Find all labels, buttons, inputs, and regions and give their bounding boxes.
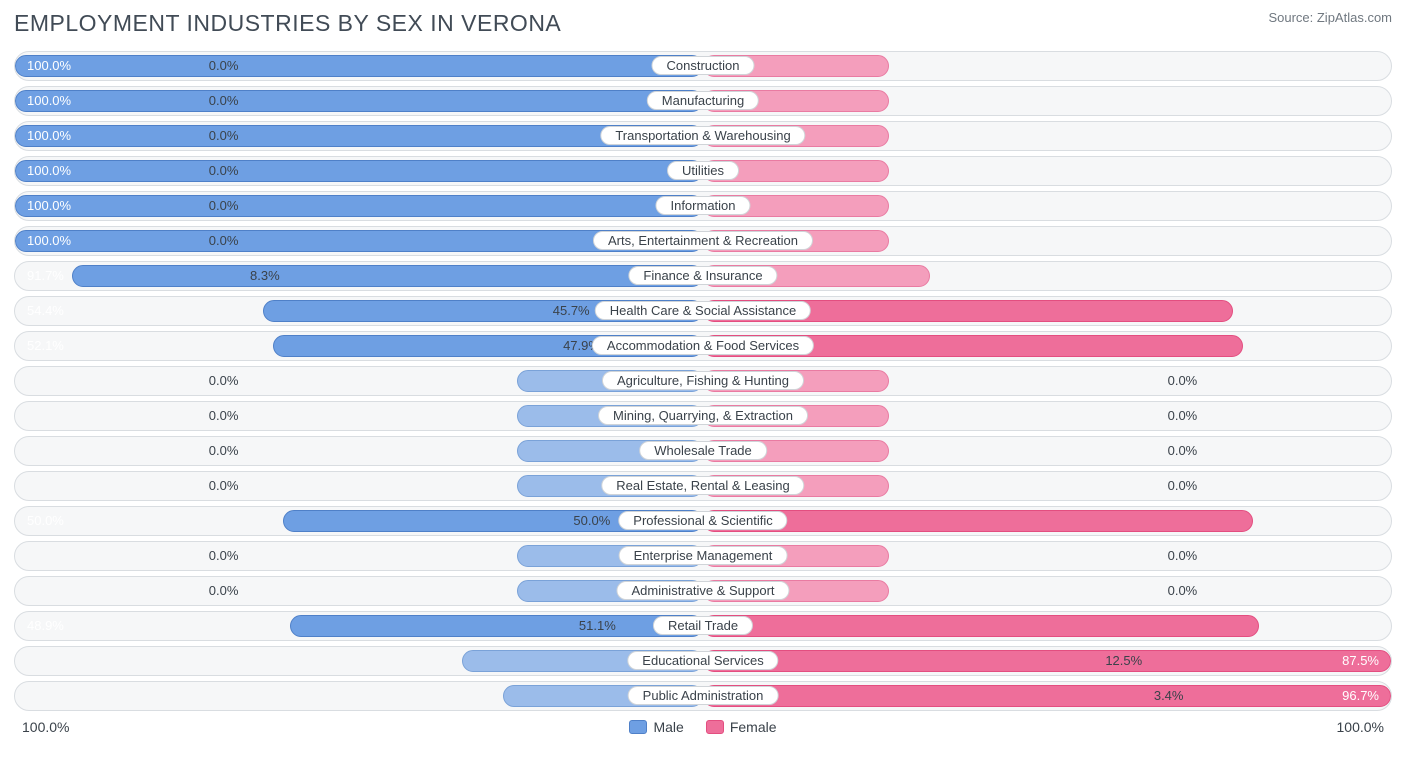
male-value: 3.4% (1154, 688, 1184, 703)
male-bar (15, 195, 703, 217)
female-bar (703, 615, 1259, 637)
category-label: Health Care & Social Assistance (595, 301, 811, 320)
chart-row: Agriculture, Fishing & Hunting 0.0% 0.0% (14, 366, 1392, 396)
chart-row: Retail Trade 48.9% 51.1% (14, 611, 1392, 641)
category-label: Professional & Scientific (618, 511, 787, 530)
chart-row: Transportation & Warehousing 100.0% 0.0% (14, 121, 1392, 151)
male-value: 91.7% (27, 268, 64, 283)
female-value: 0.0% (209, 443, 239, 458)
category-label: Public Administration (628, 686, 779, 705)
male-value: 100.0% (27, 93, 71, 108)
male-value: 54.4% (27, 303, 64, 318)
diverging-bar-chart: Construction 100.0% 0.0% Manufacturing 100.0… (14, 51, 1392, 711)
chart-row: Professional & Scientific 50.0% 50.0% (14, 506, 1392, 536)
male-value: 100.0% (27, 58, 71, 73)
legend-item-female: Female (706, 719, 777, 735)
female-value: 0.0% (209, 583, 239, 598)
male-bar (15, 90, 703, 112)
chart-row: Educational Services 12.5% 87.5% (14, 646, 1392, 676)
chart-row: Accommodation & Food Services52.1%47.9% (14, 331, 1392, 361)
axis-right-label: 100.0% (1337, 719, 1384, 735)
category-label: Educational Services (627, 651, 778, 670)
chart-row: Wholesale Trade 0.0% 0.0% (14, 436, 1392, 466)
female-value: 0.0% (209, 478, 239, 493)
female-value: 87.5% (1342, 653, 1379, 668)
male-value: 12.5% (1105, 653, 1142, 668)
female-bar (703, 650, 1391, 672)
chart-footer: 100.0% Male Female 100.0% (14, 719, 1392, 735)
category-label: Arts, Entertainment & Recreation (593, 231, 813, 250)
male-value: 100.0% (27, 163, 71, 178)
chart-row: Utilities 100.0% 0.0% (14, 156, 1392, 186)
female-value: 0.0% (209, 373, 239, 388)
category-label: Accommodation & Food Services (592, 336, 814, 355)
chart-row: Public Administration 3.4% 96.7% (14, 681, 1392, 711)
chart-title: EMPLOYMENT INDUSTRIES BY SEX IN VERONA (14, 10, 561, 37)
male-bar (15, 55, 703, 77)
male-value: 0.0% (1168, 443, 1198, 458)
male-value: 100.0% (27, 128, 71, 143)
category-label: Information (655, 196, 750, 215)
chart-row: Arts, Entertainment & Recreation 100.0% 0.… (14, 226, 1392, 256)
chart-header: EMPLOYMENT INDUSTRIES BY SEX IN VERONA S… (14, 10, 1392, 37)
category-label: Finance & Insurance (628, 266, 777, 285)
axis-left-label: 100.0% (22, 719, 69, 735)
chart-row: Information 100.0% 0.0% (14, 191, 1392, 221)
male-value: 100.0% (27, 233, 71, 248)
male-bar (290, 615, 703, 637)
legend: Male Female (629, 719, 776, 735)
female-value: 0.0% (209, 93, 239, 108)
category-label: Administrative & Support (616, 581, 789, 600)
male-value: 0.0% (1168, 583, 1198, 598)
legend-item-male: Male (629, 719, 683, 735)
female-value: 0.0% (209, 198, 239, 213)
female-value: 0.0% (209, 233, 239, 248)
category-label: Enterprise Management (619, 546, 788, 565)
category-label: Transportation & Warehousing (600, 126, 805, 145)
chart-row: Real Estate, Rental & Leasing 0.0% 0.0% (14, 471, 1392, 501)
chart-row: Enterprise Management 0.0% 0.0% (14, 541, 1392, 571)
female-value: 8.3% (250, 268, 280, 283)
female-value: 0.0% (209, 58, 239, 73)
legend-swatch-male (629, 720, 647, 734)
category-label: Agriculture, Fishing & Hunting (602, 371, 804, 390)
male-value: 0.0% (1168, 408, 1198, 423)
category-label: Utilities (667, 161, 739, 180)
chart-row: Manufacturing 100.0% 0.0% (14, 86, 1392, 116)
female-value: 0.0% (209, 163, 239, 178)
female-value: 45.7% (553, 303, 590, 318)
legend-label-male: Male (653, 719, 683, 735)
female-value: 51.1% (579, 618, 616, 633)
chart-row: Finance & Insurance 91.7% 8.3% (14, 261, 1392, 291)
male-bar (15, 160, 703, 182)
male-value: 0.0% (1168, 373, 1198, 388)
male-value: 52.1% (27, 338, 64, 353)
male-value: 48.9% (27, 618, 64, 633)
chart-source: Source: ZipAtlas.com (1268, 10, 1392, 25)
female-value: 96.7% (1342, 688, 1379, 703)
male-value: 0.0% (1168, 548, 1198, 563)
chart-row: Mining, Quarrying, & Extraction 0.0% 0.0% (14, 401, 1392, 431)
chart-row: Administrative & Support 0.0% 0.0% (14, 576, 1392, 606)
legend-label-female: Female (730, 719, 777, 735)
female-value: 0.0% (209, 128, 239, 143)
female-bar (703, 685, 1391, 707)
male-value: 0.0% (1168, 478, 1198, 493)
category-label: Mining, Quarrying, & Extraction (598, 406, 808, 425)
category-label: Real Estate, Rental & Leasing (601, 476, 804, 495)
male-value: 50.0% (27, 513, 64, 528)
male-value: 100.0% (27, 198, 71, 213)
female-value: 0.0% (209, 548, 239, 563)
category-label: Wholesale Trade (639, 441, 767, 460)
category-label: Construction (652, 56, 755, 75)
chart-row: Health Care & Social Assistance 54.4% 45.7… (14, 296, 1392, 326)
category-label: Manufacturing (647, 91, 759, 110)
chart-row: Construction 100.0% 0.0% (14, 51, 1392, 81)
female-value: 50.0% (573, 513, 610, 528)
male-bar (72, 265, 703, 287)
legend-swatch-female (706, 720, 724, 734)
category-label: Retail Trade (653, 616, 753, 635)
female-value: 0.0% (209, 408, 239, 423)
